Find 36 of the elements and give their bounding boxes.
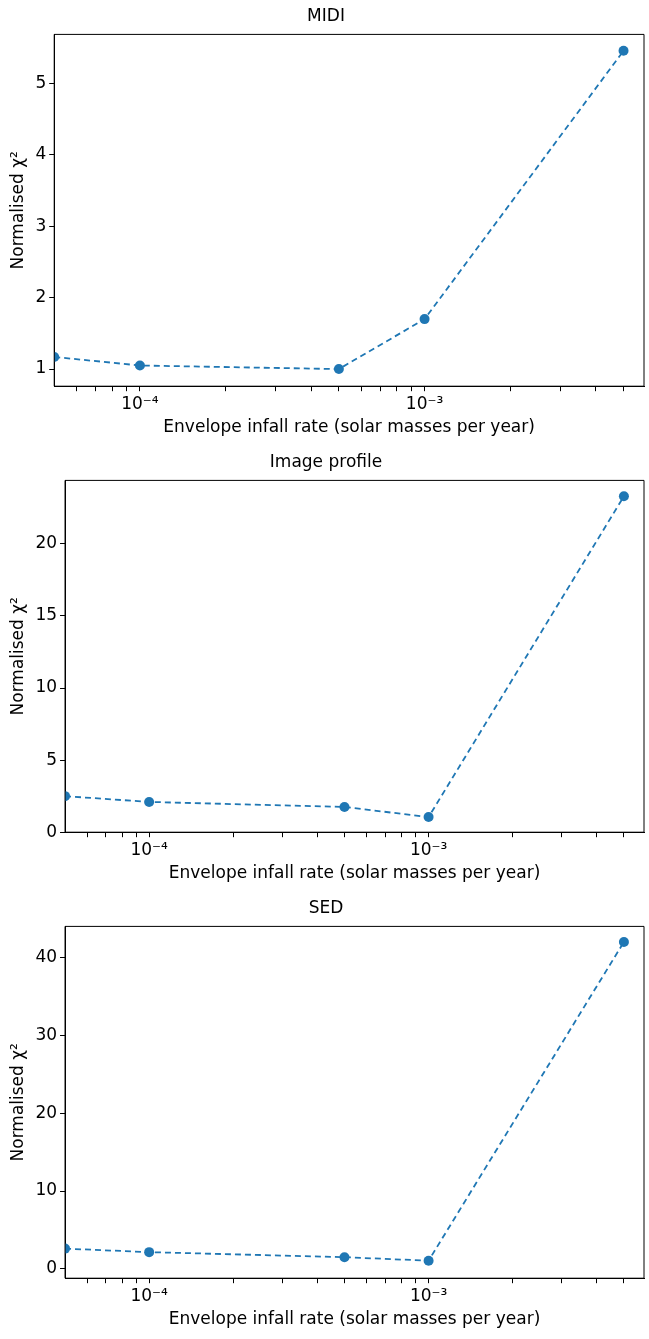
y-tick-label: 5 [46,748,58,769]
y-tick-label: 15 [35,604,58,625]
x-axis-title: Envelope infall rate (solar masses per year) [168,1308,541,1329]
x-tick-label: 10⁻³ [405,392,444,413]
y-axis-title: Normalised χ² [6,1043,27,1162]
chart-title: Image profile [269,450,383,471]
y-tick-label: 40 [35,945,58,966]
y-axis-title: Normalised χ² [6,597,27,716]
y-tick-label: 30 [35,1023,58,1044]
chart-title: MIDI [307,4,345,25]
y-tick-label: 5 [35,72,47,93]
y-tick-label: 0 [46,820,58,841]
x-tick-label: 10⁻⁴ [130,838,169,859]
point [618,491,629,502]
chart-title: SED [308,896,344,917]
y-tick-label: 20 [35,1101,58,1122]
y-tick-label: 4 [35,143,47,164]
point [339,1252,350,1263]
y-tick-label: 3 [35,214,47,235]
x-axis-title: Envelope infall rate (solar masses per year) [168,862,541,883]
point [618,936,629,947]
point [618,45,629,56]
y-tick-label: 20 [35,532,58,553]
x-tick-label: 10⁻³ [409,1284,448,1305]
y-tick-label: 2 [35,286,47,307]
point [333,364,344,375]
y-tick-label: 10 [35,676,58,697]
x-tick-label: 10⁻⁴ [130,1284,169,1305]
x-axis-title: Envelope infall rate (solar masses per year) [163,416,535,437]
point [339,801,350,812]
x-tick-label: 10⁻⁴ [121,392,159,413]
y-tick-label: 1 [35,357,47,378]
y-axis-title: Normalised χ² [6,151,27,270]
y-tick-label: 10 [35,1179,58,1200]
y-tick-label: 0 [46,1257,58,1278]
x-tick-label: 10⁻³ [409,838,448,859]
